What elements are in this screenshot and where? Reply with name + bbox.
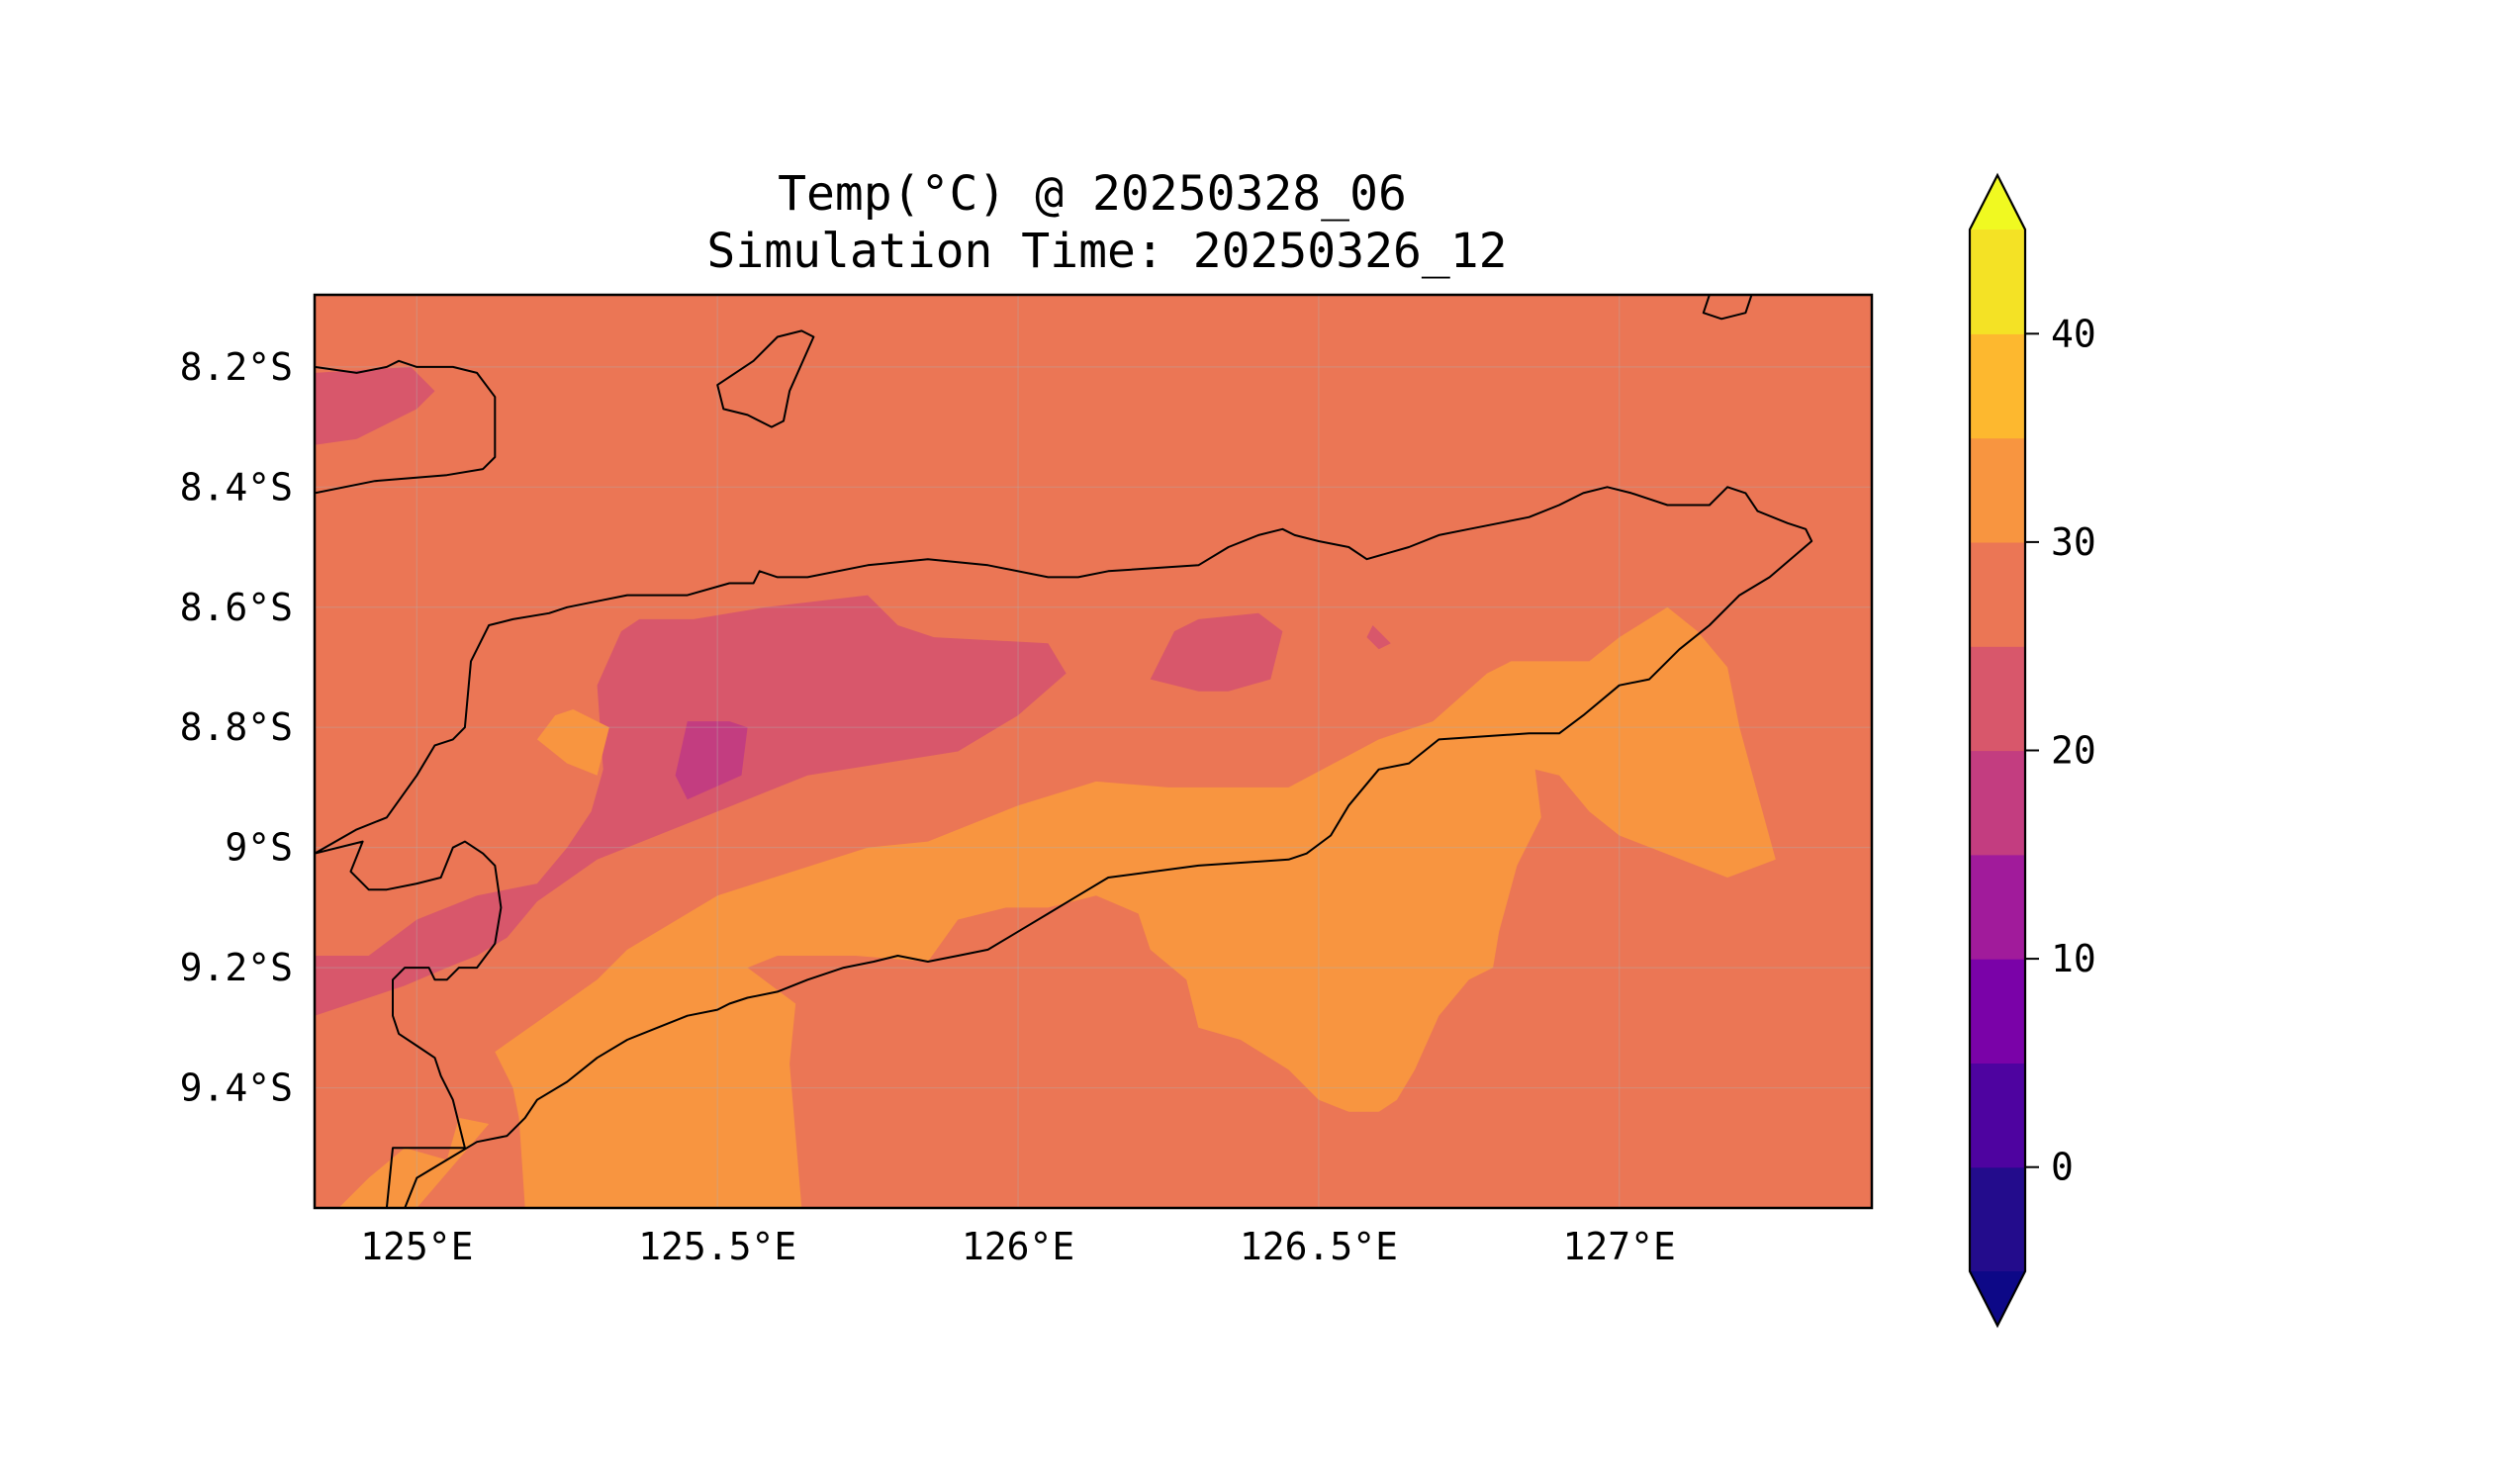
gridlines [315,295,1872,1208]
colorbar-segment [1970,1063,2025,1168]
field-region-20-25-2 [315,595,1067,1016]
colorbar-tick-label: 20 [2051,729,2096,773]
chart-title: Temp(°C) @ 20250328_06 [778,166,1407,222]
colorbar-segment [1970,437,2025,543]
field-region-15-20-5 [675,721,748,800]
field-region-20-25-1 [315,366,435,445]
map-plot-area [315,295,1872,1208]
field-region-20-25-4 [1366,625,1391,650]
y-axis: 8.2°S 8.4°S 8.6°S 8.8°S 9°S 9.2°S 9.4°S [180,345,293,1110]
y-tick-label: 8.6°S [180,586,293,629]
coastline-0 [315,359,497,495]
colorbar-segment [1970,854,2025,960]
map-frame [313,293,1874,1210]
field-region-20-25-3 [1150,612,1283,692]
y-tick-label: 9°S [225,826,293,870]
colorbar-segment [1970,750,2025,856]
coastline-2 [1702,295,1753,321]
x-tick-label: 125°E [360,1225,473,1268]
colorbar-segment [1970,646,2025,752]
field-region-30-35-6 [536,709,609,776]
field-region-30-35-7 [495,606,1776,1208]
x-tick-label: 127°E [1563,1225,1676,1268]
colorbar-tick-label: 30 [2051,520,2096,564]
coastline-1 [716,329,815,428]
colorbar-under-arrow [1970,1271,2025,1326]
x-axis: 125°E 125.5°E 126°E 126.5°E 127°E [360,1225,1676,1268]
temperature-field [315,295,1872,1208]
colorbar-outline [1968,172,2027,1329]
coastlines [315,295,1813,1208]
colorbar-segment [1970,230,2025,334]
x-tick-label: 126.5°E [1240,1225,1398,1268]
colorbar-segment [1970,333,2025,439]
x-tick-label: 126°E [962,1225,1074,1268]
x-tick-label: 125.5°E [638,1225,796,1268]
colorbar-tick-label: 40 [2051,312,2096,355]
chart-subtitle: Simulation Time: 20250326_12 [706,224,1507,279]
colorbar-tick-label: 0 [2051,1146,2074,1189]
y-tick-label: 8.4°S [180,465,293,509]
colorbar: 0 10 20 30 40 [1968,172,2096,1329]
coastline-3 [315,486,1813,1208]
y-tick-label: 9.2°S [180,946,293,989]
colorbar-over-arrow [1970,175,2025,230]
colorbar-tick-label: 10 [2051,937,2096,980]
colorbar-segment [1970,959,2025,1064]
y-tick-label: 8.8°S [180,705,293,749]
y-tick-label: 8.2°S [180,345,293,389]
field-region-30-35-8 [338,1117,490,1208]
colorbar-segment [1970,541,2025,647]
y-tick-label: 9.4°S [180,1067,293,1110]
colorbar-segment [1970,1166,2025,1272]
